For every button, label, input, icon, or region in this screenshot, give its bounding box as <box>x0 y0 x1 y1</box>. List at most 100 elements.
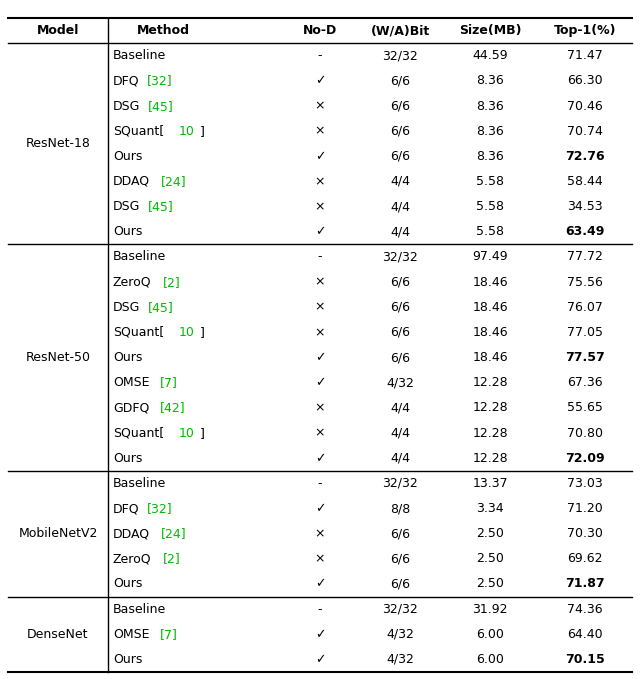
Text: Method: Method <box>136 24 189 37</box>
Text: [7]: [7] <box>160 376 178 389</box>
Text: 6/6: 6/6 <box>390 301 410 314</box>
Text: 6/6: 6/6 <box>390 75 410 88</box>
Text: DSG: DSG <box>113 100 140 113</box>
Text: 67.36: 67.36 <box>567 376 603 389</box>
Text: 76.07: 76.07 <box>567 301 603 314</box>
Text: DDAQ: DDAQ <box>113 175 150 188</box>
Text: OMSE: OMSE <box>113 628 150 641</box>
Text: [32]: [32] <box>147 75 173 88</box>
Text: 12.28: 12.28 <box>472 452 508 464</box>
Text: DDAQ: DDAQ <box>113 527 150 540</box>
Text: ×: × <box>315 200 325 213</box>
Text: Ours: Ours <box>113 150 142 163</box>
Text: 31.92: 31.92 <box>472 603 508 616</box>
Text: ZeroQ: ZeroQ <box>113 552 152 566</box>
Text: 18.46: 18.46 <box>472 276 508 289</box>
Text: ×: × <box>315 276 325 289</box>
Text: [32]: [32] <box>147 502 173 515</box>
Text: [24]: [24] <box>161 175 186 188</box>
Text: 55.65: 55.65 <box>567 401 603 414</box>
Text: 34.53: 34.53 <box>567 200 603 213</box>
Text: 4/32: 4/32 <box>386 376 414 389</box>
Text: 69.62: 69.62 <box>567 552 603 566</box>
Text: SQuant[: SQuant[ <box>113 326 164 339</box>
Text: Top-1(%): Top-1(%) <box>554 24 616 37</box>
Text: [24]: [24] <box>161 527 186 540</box>
Text: 6/6: 6/6 <box>390 100 410 113</box>
Text: 70.80: 70.80 <box>567 426 603 439</box>
Text: DSG: DSG <box>113 301 140 314</box>
Text: 6/6: 6/6 <box>390 276 410 289</box>
Text: 75.56: 75.56 <box>567 276 603 289</box>
Text: 72.09: 72.09 <box>565 452 605 464</box>
Text: MobileNetV2: MobileNetV2 <box>19 527 98 540</box>
Text: 4/4: 4/4 <box>390 426 410 439</box>
Text: Baseline: Baseline <box>113 251 166 263</box>
Text: ResNet-18: ResNet-18 <box>26 137 90 150</box>
Text: 6/6: 6/6 <box>390 577 410 591</box>
Text: 72.76: 72.76 <box>565 150 605 163</box>
Text: [7]: [7] <box>160 628 178 641</box>
Text: 10: 10 <box>179 426 195 439</box>
Text: ×: × <box>315 125 325 138</box>
Text: 64.40: 64.40 <box>567 628 603 641</box>
Text: DSG: DSG <box>113 200 140 213</box>
Text: 70.74: 70.74 <box>567 125 603 138</box>
Text: Ours: Ours <box>113 452 142 464</box>
Text: ✓: ✓ <box>315 628 325 641</box>
Text: 71.87: 71.87 <box>565 577 605 591</box>
Text: (W/A)Bit: (W/A)Bit <box>371 24 429 37</box>
Text: Model: Model <box>37 24 79 37</box>
Text: ×: × <box>315 426 325 439</box>
Text: 2.50: 2.50 <box>476 552 504 566</box>
Text: Baseline: Baseline <box>113 50 166 62</box>
Text: 97.49: 97.49 <box>472 251 508 263</box>
Text: ResNet-50: ResNet-50 <box>26 351 90 364</box>
Text: 4/4: 4/4 <box>390 401 410 414</box>
Text: -: - <box>317 477 323 490</box>
Text: [45]: [45] <box>148 100 174 113</box>
Text: No-D: No-D <box>303 24 337 37</box>
Text: DFQ: DFQ <box>113 75 140 88</box>
Text: ×: × <box>315 527 325 540</box>
Text: [2]: [2] <box>163 552 180 566</box>
Text: 18.46: 18.46 <box>472 351 508 364</box>
Text: 4/4: 4/4 <box>390 200 410 213</box>
Text: GDFQ: GDFQ <box>113 401 149 414</box>
Text: ]: ] <box>200 125 205 138</box>
Text: 2.50: 2.50 <box>476 577 504 591</box>
Text: ✓: ✓ <box>315 452 325 464</box>
Text: ×: × <box>315 175 325 188</box>
Text: 32/32: 32/32 <box>382 50 418 62</box>
Text: 13.37: 13.37 <box>472 477 508 490</box>
Text: 6/6: 6/6 <box>390 326 410 339</box>
Text: 18.46: 18.46 <box>472 326 508 339</box>
Text: 12.28: 12.28 <box>472 426 508 439</box>
Text: 4/4: 4/4 <box>390 452 410 464</box>
Text: [42]: [42] <box>160 401 186 414</box>
Text: 2.50: 2.50 <box>476 527 504 540</box>
Text: [45]: [45] <box>148 200 174 213</box>
Text: 63.49: 63.49 <box>565 225 605 238</box>
Text: ZeroQ: ZeroQ <box>113 276 152 289</box>
Text: Ours: Ours <box>113 577 142 591</box>
Text: 70.46: 70.46 <box>567 100 603 113</box>
Text: SQuant[: SQuant[ <box>113 426 164 439</box>
Text: 70.15: 70.15 <box>565 653 605 666</box>
Text: 10: 10 <box>179 326 195 339</box>
Text: 6/6: 6/6 <box>390 552 410 566</box>
Text: Baseline: Baseline <box>113 477 166 490</box>
Text: ×: × <box>315 552 325 566</box>
Text: 12.28: 12.28 <box>472 401 508 414</box>
Text: Ours: Ours <box>113 351 142 364</box>
Text: 77.72: 77.72 <box>567 251 603 263</box>
Text: 5.58: 5.58 <box>476 200 504 213</box>
Text: 8.36: 8.36 <box>476 125 504 138</box>
Text: 6/6: 6/6 <box>390 351 410 364</box>
Text: ✓: ✓ <box>315 351 325 364</box>
Text: ✓: ✓ <box>315 502 325 515</box>
Text: 6/6: 6/6 <box>390 150 410 163</box>
Text: -: - <box>317 50 323 62</box>
Text: 6.00: 6.00 <box>476 628 504 641</box>
Text: 8.36: 8.36 <box>476 100 504 113</box>
